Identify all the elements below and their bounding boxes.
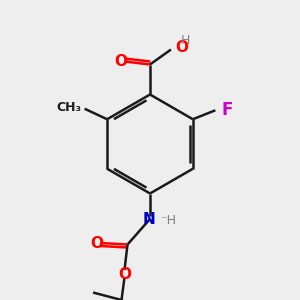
Text: CH₃: CH₃ bbox=[57, 101, 82, 114]
Text: O: O bbox=[118, 267, 131, 282]
Text: F: F bbox=[221, 101, 233, 119]
Text: ⁻H: ⁻H bbox=[160, 214, 176, 227]
Text: O: O bbox=[114, 54, 128, 69]
Text: H: H bbox=[181, 34, 190, 47]
Text: O: O bbox=[90, 236, 103, 250]
Text: O: O bbox=[176, 40, 188, 56]
Text: N: N bbox=[142, 212, 155, 226]
